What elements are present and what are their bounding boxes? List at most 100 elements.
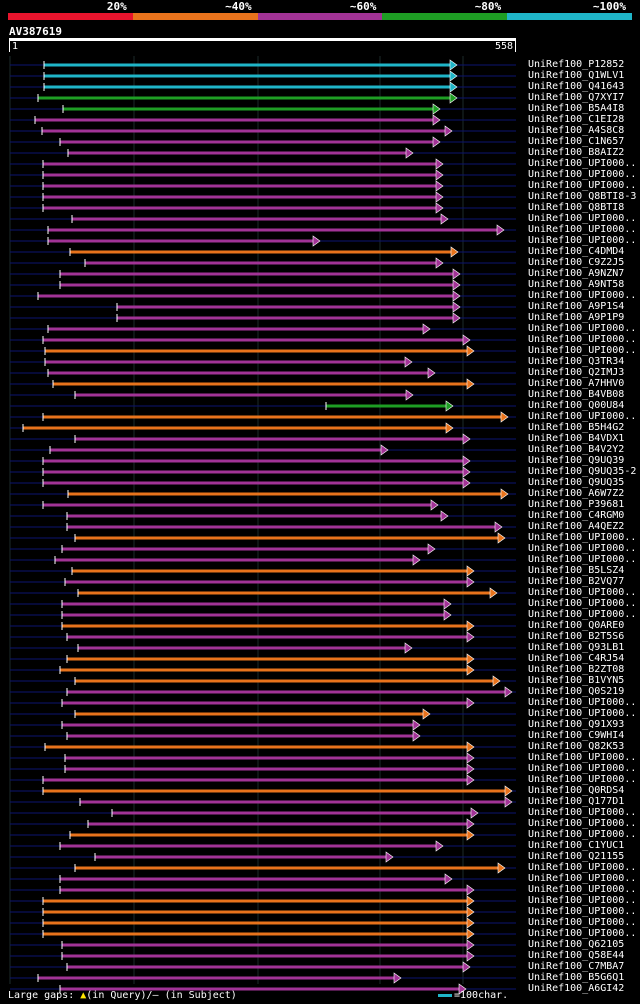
hit-label[interactable]: UniRef100_UPI000.. <box>528 928 637 939</box>
hit-row[interactable] <box>10 191 516 203</box>
hit-label[interactable]: UniRef100_UPI000.. <box>528 345 637 356</box>
hit-label[interactable]: UniRef100_Q0S219 <box>528 686 625 697</box>
hit-label[interactable]: UniRef100_Q9UQ35-2 <box>528 466 637 477</box>
hit-label[interactable]: UniRef100_UPI000.. <box>528 763 637 774</box>
hit-row[interactable] <box>10 290 516 302</box>
hit-label[interactable]: UniRef100_C1EI28 <box>528 114 625 125</box>
hit-label[interactable]: UniRef100_Q3TR34 <box>528 356 625 367</box>
hit-row[interactable] <box>10 246 516 258</box>
hit-row[interactable] <box>10 334 516 346</box>
hit-row[interactable] <box>10 92 516 104</box>
hit-label[interactable]: UniRef100_B5LSZ4 <box>528 565 625 576</box>
hit-row[interactable] <box>10 202 516 214</box>
hit-label[interactable]: UniRef100_Q91X93 <box>528 719 625 730</box>
hit-row[interactable] <box>10 279 516 291</box>
hit-row[interactable] <box>10 356 516 368</box>
hit-label[interactable]: UniRef100_C7MBA7 <box>528 961 625 972</box>
hit-label[interactable]: UniRef100_UPI000.. <box>528 829 637 840</box>
hit-label[interactable]: UniRef100_Q2IMJ3 <box>528 367 625 378</box>
hit-row[interactable] <box>10 147 516 159</box>
hit-label[interactable]: UniRef100_UPI000.. <box>528 180 637 191</box>
hit-label[interactable]: UniRef100_Q1WLV1 <box>528 70 625 81</box>
hit-row[interactable] <box>10 840 516 852</box>
hit-row[interactable] <box>10 862 516 874</box>
hit-row[interactable] <box>10 510 516 522</box>
hit-row[interactable] <box>10 818 516 830</box>
hit-row[interactable] <box>10 961 516 973</box>
hit-label[interactable]: UniRef100_Q9UQ39 <box>528 455 625 466</box>
hit-row[interactable] <box>10 939 516 951</box>
hit-label[interactable]: UniRef100_P39681 <box>528 499 625 510</box>
hit-row[interactable] <box>10 950 516 962</box>
hit-label[interactable]: UniRef100_UPI000.. <box>528 235 637 246</box>
hit-row[interactable] <box>10 884 516 896</box>
hit-row[interactable] <box>10 774 516 786</box>
hit-label[interactable]: UniRef100_A7HHV0 <box>528 378 625 389</box>
hit-row[interactable] <box>10 708 516 720</box>
hit-label[interactable]: UniRef100_B4VDX1 <box>528 433 625 444</box>
hit-row[interactable] <box>10 642 516 654</box>
hit-row[interactable] <box>10 411 516 423</box>
hit-label[interactable]: UniRef100_Q58E44 <box>528 950 625 961</box>
hit-label[interactable]: UniRef100_A6W7Z2 <box>528 488 625 499</box>
hit-label[interactable]: UniRef100_B4V2Y2 <box>528 444 625 455</box>
hit-row[interactable] <box>10 213 516 225</box>
hit-label[interactable]: UniRef100_A9NT58 <box>528 279 625 290</box>
hit-row[interactable] <box>10 389 516 401</box>
hit-label[interactable]: UniRef100_UPI000.. <box>528 884 637 895</box>
hit-label[interactable]: UniRef100_Q00U84 <box>528 400 625 411</box>
hit-label[interactable]: UniRef100_UPI000.. <box>528 598 637 609</box>
hit-row[interactable] <box>10 400 516 412</box>
hit-row[interactable] <box>10 488 516 500</box>
hit-row[interactable] <box>10 466 516 478</box>
hit-row[interactable] <box>10 719 516 731</box>
hit-row[interactable] <box>10 433 516 445</box>
hit-row[interactable] <box>10 664 516 676</box>
hit-row[interactable] <box>10 752 516 764</box>
hit-label[interactable]: UniRef100_UPI000.. <box>528 906 637 917</box>
hit-label[interactable]: UniRef100_Q8BTI8 <box>528 202 625 213</box>
hit-label[interactable]: UniRef100_UPI000.. <box>528 554 637 565</box>
hit-row[interactable] <box>10 785 516 797</box>
hit-row[interactable] <box>10 312 516 324</box>
hit-row[interactable] <box>10 257 516 269</box>
hit-label[interactable]: UniRef100_UPI000.. <box>528 609 637 620</box>
hit-label[interactable]: UniRef100_Q41643 <box>528 81 625 92</box>
hit-label[interactable]: UniRef100_B8AIZ2 <box>528 147 625 158</box>
hit-row[interactable] <box>10 631 516 643</box>
hit-row[interactable] <box>10 741 516 753</box>
hit-row[interactable] <box>10 730 516 742</box>
hit-row[interactable] <box>10 829 516 841</box>
hit-row[interactable] <box>10 444 516 456</box>
hit-row[interactable] <box>10 873 516 885</box>
hit-label[interactable]: UniRef100_UPI000.. <box>528 290 637 301</box>
hit-row[interactable] <box>10 103 516 115</box>
hit-label[interactable]: UniRef100_UPI000.. <box>528 697 637 708</box>
hit-row[interactable] <box>10 565 516 577</box>
hit-label[interactable]: UniRef100_UPI000.. <box>528 334 637 345</box>
hit-label[interactable]: UniRef100_A6GI42 <box>528 983 625 994</box>
hit-label[interactable]: UniRef100_UPI000.. <box>528 774 637 785</box>
hit-row[interactable] <box>10 576 516 588</box>
hit-row[interactable] <box>10 697 516 709</box>
hit-label[interactable]: UniRef100_A9NZN7 <box>528 268 625 279</box>
hit-label[interactable]: UniRef100_Q0RDS4 <box>528 785 625 796</box>
hit-row[interactable] <box>10 158 516 170</box>
hit-label[interactable]: UniRef100_Q7XYI7 <box>528 92 625 103</box>
hit-row[interactable] <box>10 378 516 390</box>
hit-label[interactable]: UniRef100_B5G6Q1 <box>528 972 625 983</box>
hit-label[interactable]: UniRef100_UPI000.. <box>528 158 637 169</box>
hit-row[interactable] <box>10 653 516 665</box>
hit-row[interactable] <box>10 125 516 137</box>
hit-row[interactable] <box>10 763 516 775</box>
hit-label[interactable]: UniRef100_UPI000.. <box>528 411 637 422</box>
hit-label[interactable]: UniRef100_A9P1S4 <box>528 301 625 312</box>
hit-row[interactable] <box>10 224 516 236</box>
hit-row[interactable] <box>10 587 516 599</box>
hit-row[interactable] <box>10 422 516 434</box>
hit-row[interactable] <box>10 499 516 511</box>
hit-label[interactable]: UniRef100_C9WHI4 <box>528 730 625 741</box>
hit-row[interactable] <box>10 983 516 995</box>
hit-row[interactable] <box>10 455 516 467</box>
hit-row[interactable] <box>10 851 516 863</box>
